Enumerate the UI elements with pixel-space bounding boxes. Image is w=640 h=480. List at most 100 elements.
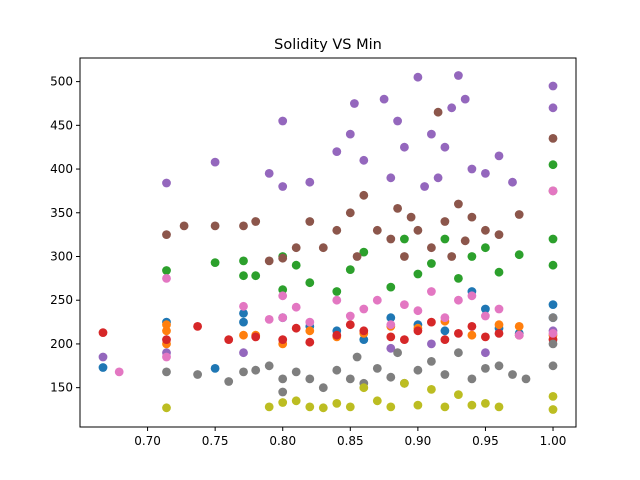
data-point xyxy=(332,287,342,296)
data-point xyxy=(440,335,450,344)
data-point xyxy=(393,348,402,358)
data-point xyxy=(224,335,234,344)
data-point xyxy=(494,267,504,277)
data-point xyxy=(481,225,490,235)
data-point xyxy=(467,164,477,174)
data-point xyxy=(332,225,342,235)
data-point xyxy=(386,234,396,244)
data-point xyxy=(264,315,274,324)
data-point xyxy=(372,295,382,305)
data-point xyxy=(278,335,288,344)
data-point xyxy=(548,361,558,371)
data-point xyxy=(210,364,220,373)
data-point xyxy=(454,71,463,80)
data-point xyxy=(460,236,470,246)
data-point xyxy=(386,332,396,342)
data-point xyxy=(548,405,558,414)
data-point xyxy=(548,103,558,113)
data-point xyxy=(481,311,490,321)
series-6 xyxy=(114,186,558,377)
data-point xyxy=(345,311,355,321)
data-point xyxy=(193,322,203,331)
data-point xyxy=(305,217,315,226)
data-point xyxy=(427,385,436,394)
data-point xyxy=(467,400,477,410)
x-tick-label: 0.80 xyxy=(269,434,296,448)
data-point xyxy=(264,256,274,266)
data-point xyxy=(548,313,558,323)
data-point xyxy=(98,363,108,372)
data-point xyxy=(427,243,436,253)
data-point xyxy=(114,367,124,377)
x-tick-label: 0.85 xyxy=(337,434,364,448)
data-point xyxy=(427,259,436,268)
data-point xyxy=(239,330,248,340)
data-point xyxy=(433,173,443,183)
data-point xyxy=(350,99,359,108)
chart-title: Solidity VS Min xyxy=(274,37,382,53)
data-point xyxy=(413,269,423,279)
data-point xyxy=(386,372,396,382)
data-point xyxy=(345,374,355,384)
data-point xyxy=(386,343,396,353)
data-point xyxy=(278,313,288,323)
data-point xyxy=(210,258,220,267)
data-point xyxy=(494,151,504,161)
data-point xyxy=(508,177,517,187)
data-point xyxy=(467,374,477,384)
points-layer xyxy=(98,71,558,414)
data-point xyxy=(251,217,261,226)
data-point xyxy=(467,252,477,261)
data-point xyxy=(305,326,315,336)
data-point xyxy=(427,129,436,139)
series-2 xyxy=(162,160,558,296)
data-point xyxy=(494,230,504,240)
data-point xyxy=(345,265,355,274)
data-point xyxy=(413,400,423,410)
data-point xyxy=(359,190,369,200)
data-point xyxy=(372,225,382,235)
data-point xyxy=(251,365,261,375)
data-point xyxy=(386,282,396,292)
data-point xyxy=(345,402,355,412)
data-point xyxy=(413,72,423,82)
data-point xyxy=(548,339,558,349)
data-point xyxy=(305,177,315,187)
data-point xyxy=(318,383,328,393)
axes-layer: 0.70 0.75 0.80 0.85 0.90 0.95 1.00 150 200 250 300… xyxy=(50,57,577,448)
y-tick-label: 200 xyxy=(50,337,73,351)
data-point xyxy=(251,332,261,342)
data-point xyxy=(224,377,234,386)
data-point xyxy=(406,212,416,222)
data-point xyxy=(239,367,248,377)
data-point xyxy=(400,335,409,344)
data-point xyxy=(400,300,409,309)
data-point xyxy=(440,326,450,336)
data-point xyxy=(359,335,369,344)
data-point xyxy=(440,402,450,412)
data-point xyxy=(400,378,409,388)
data-point xyxy=(251,271,261,281)
data-point xyxy=(460,94,470,104)
data-point xyxy=(239,221,248,231)
data-point xyxy=(413,306,423,316)
data-point xyxy=(291,302,301,312)
data-point xyxy=(372,396,382,406)
data-point xyxy=(548,134,558,143)
data-point xyxy=(193,370,203,379)
data-point xyxy=(278,387,288,397)
data-point xyxy=(420,182,429,191)
data-point xyxy=(467,212,477,222)
data-point xyxy=(345,320,355,330)
data-point xyxy=(278,291,288,301)
data-point xyxy=(454,295,463,305)
data-point xyxy=(291,260,301,270)
data-point xyxy=(400,142,409,152)
data-point xyxy=(278,398,288,407)
data-point xyxy=(481,399,490,408)
data-point xyxy=(162,266,171,275)
y-tick-label: 350 xyxy=(50,206,73,220)
y-tick-label: 400 xyxy=(50,162,73,176)
